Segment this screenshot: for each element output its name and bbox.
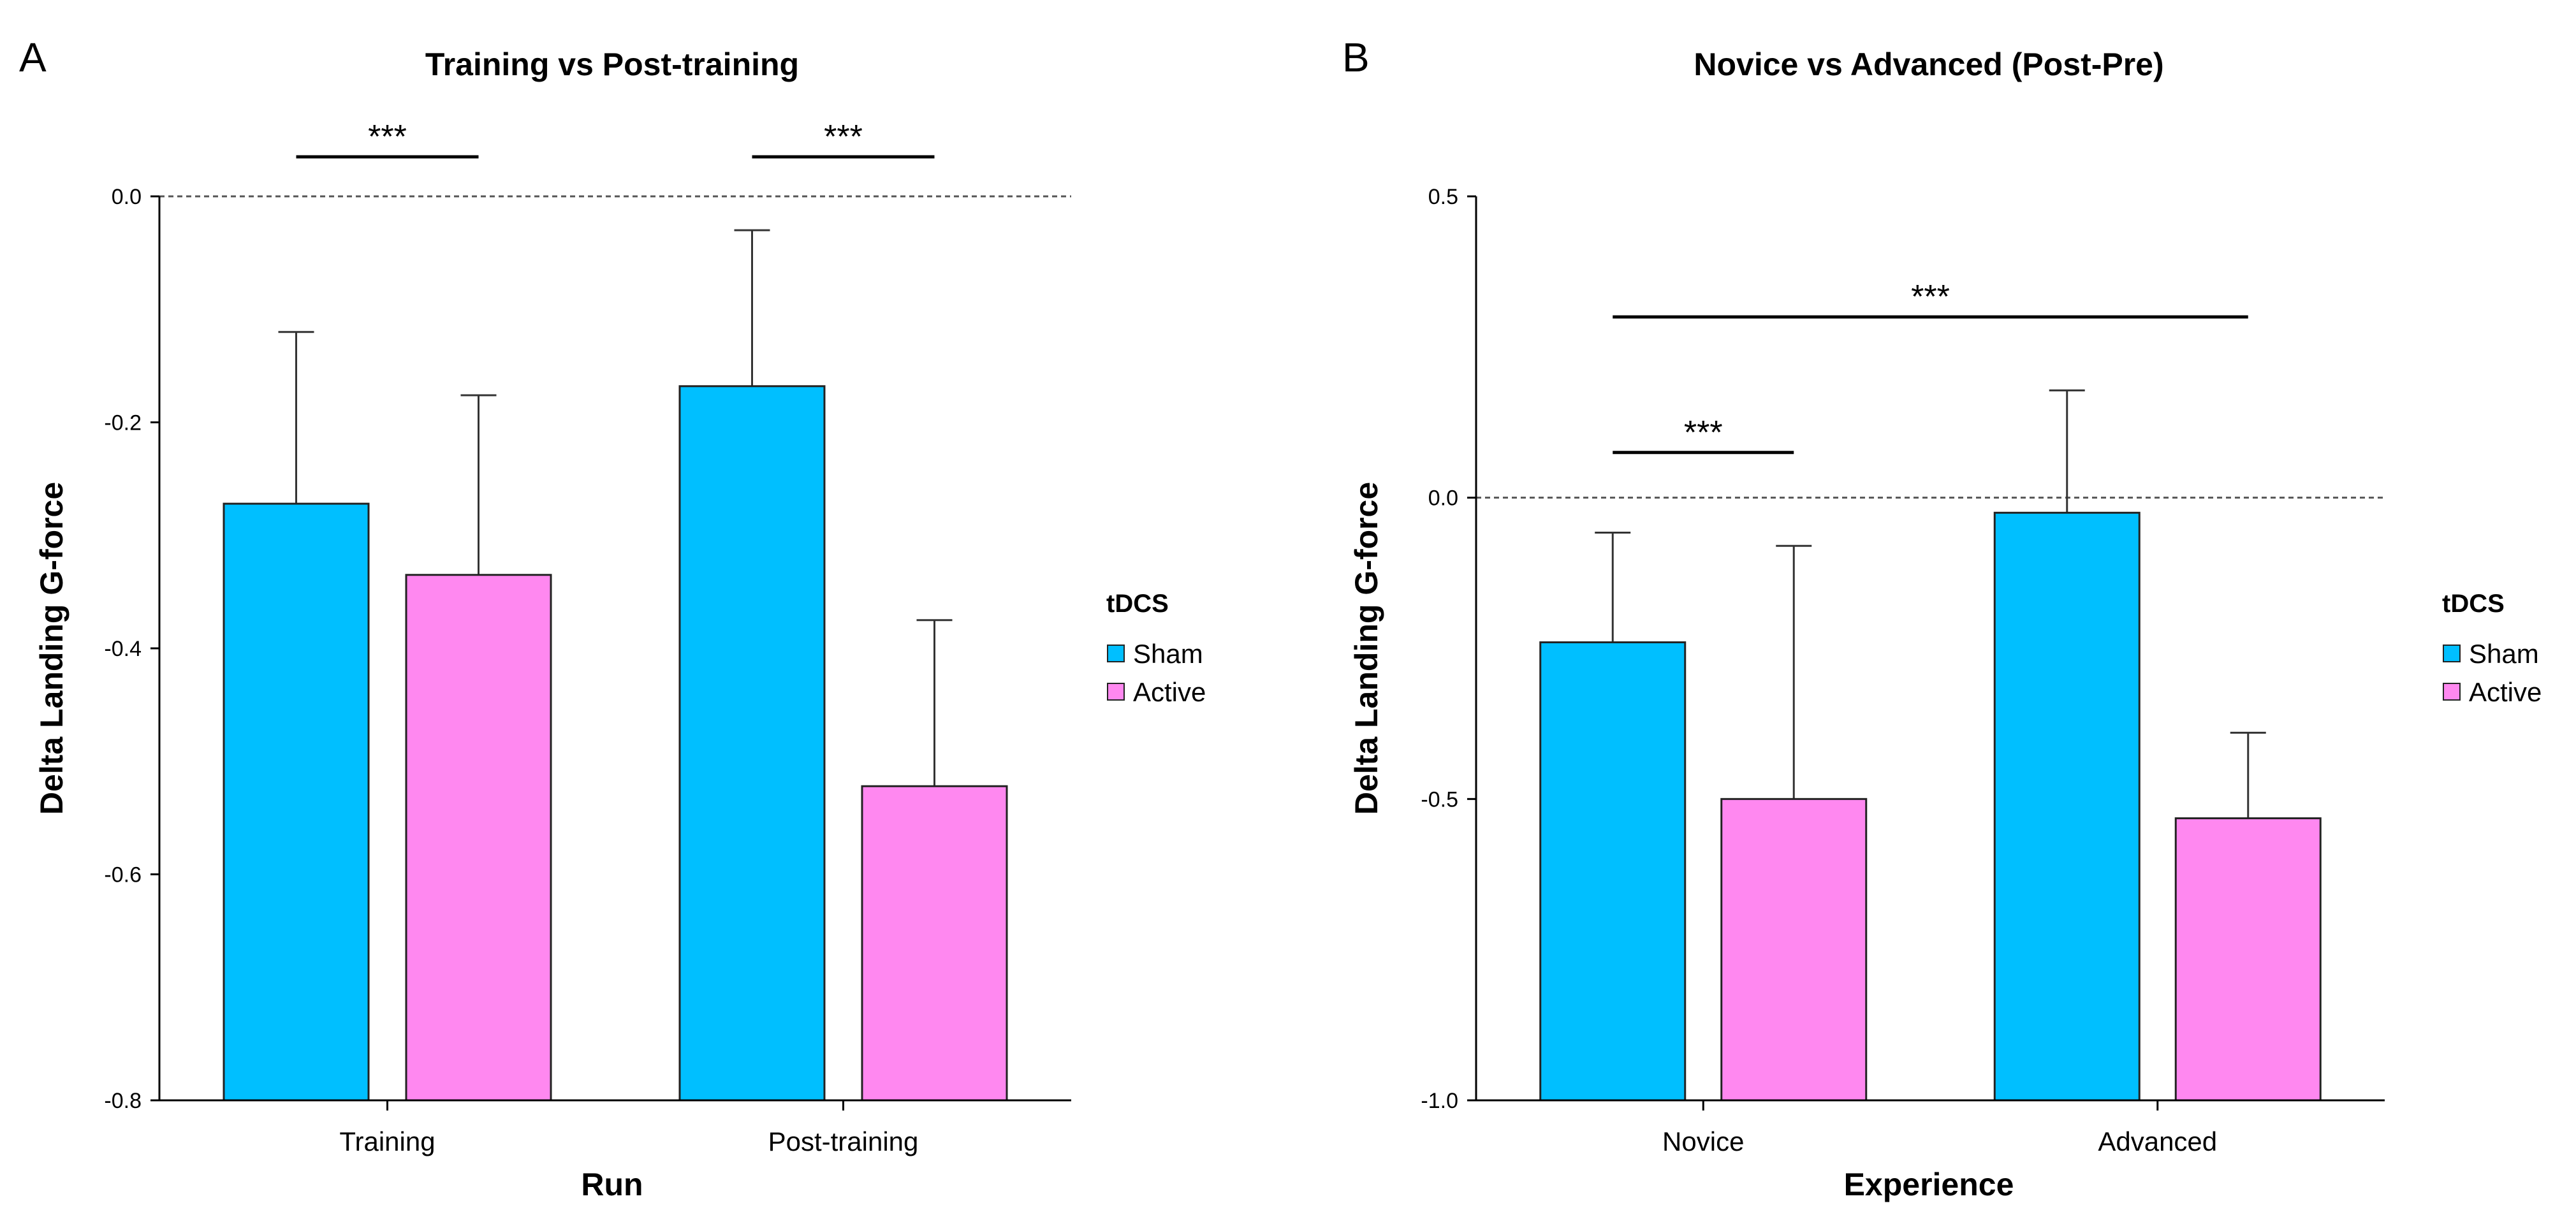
panel-a-x-tick-label: Training [339,1126,435,1156]
panel-a-y-tick-label: 0.0 [112,185,142,209]
panel-b-y-axis-title: Delta Landing G-force [1349,482,1384,815]
panel-b-x-axis-title: Experience [1844,1167,2014,1202]
panel-a-significance-label-0: *** [368,119,407,156]
panel-b-y-tick-label: 0.5 [1428,185,1458,209]
panel-b-x-tick-label: Advanced [2098,1126,2217,1156]
panel-b-x-tick-label: Novice [1662,1126,1744,1156]
panel-a-letter: A [19,34,47,80]
panel-b-legend-title: tDCS [2442,590,2505,618]
panel-a-y-tick-label: -0.8 [104,1089,142,1113]
panel-a-y-tick-label: -0.4 [104,637,142,661]
panel-b-legend-swatch-active [2443,683,2461,701]
panel-b-y-tick-label: -0.5 [1421,787,1458,812]
panel-b-letter: B [1342,34,1370,80]
panel-a-bar-sham-0 [223,502,370,1102]
panel-a-y-axis-title: Delta Landing G-force [34,482,70,815]
panel-a-legend-label-sham: Sham [1133,639,1203,669]
panel-a-y-tick-label: -0.6 [104,863,142,887]
panel-a-legend-label-active: Active [1133,677,1206,707]
panel-a-bar-active-0 [405,574,552,1102]
panel-a-legend-title: tDCS [1106,590,1169,618]
panel-a-legend-swatch-active [1107,683,1125,701]
panel-b-y-tick-label: -1.0 [1421,1089,1458,1113]
panel-b-legend-label-sham: Sham [2469,639,2539,669]
panel-b-y-tick-label: 0.0 [1428,486,1458,511]
panel-a-bar-sham-1 [678,385,826,1102]
panel-b-legend-label-active: Active [2469,677,2542,707]
panel-b-bar-sham-0 [1539,641,1687,1102]
panel-b-title: Novice vs Advanced (Post-Pre) [1694,47,2163,82]
panel-a-title: Training vs Post-training [425,47,799,82]
panel-b-bar-active-0 [1720,798,1868,1102]
panel-b-significance-label-1: *** [1911,279,1950,316]
panel-b-legend-swatch-sham [2443,645,2461,662]
panel-b-bar-sham-1 [1993,511,2141,1102]
panel-b-significance-label-0: *** [1684,414,1723,451]
panel-b-bar-active-1 [2174,817,2322,1102]
panel-a-x-axis-title: Run [581,1167,643,1202]
panel-a-significance-label-1: *** [824,119,863,156]
panel-a-legend-swatch-sham [1107,645,1125,662]
panel-a-y-tick-label: -0.2 [104,411,142,435]
panel-a-bar-active-1 [861,785,1008,1102]
panel-a-x-tick-label: Post-training [768,1126,919,1156]
